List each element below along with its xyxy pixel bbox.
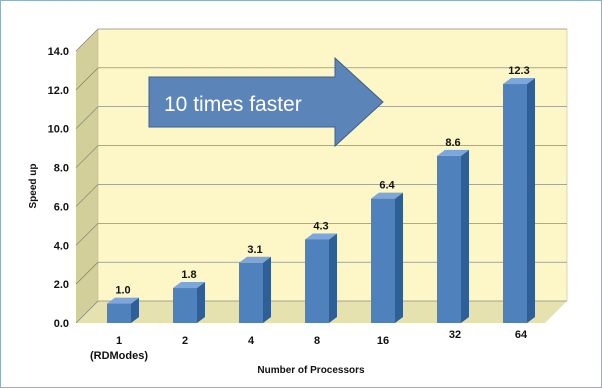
x-axis-title: Number of Processors (257, 365, 365, 376)
x-tick-sublabel: (RDModes) (90, 350, 148, 362)
data-label: 4.3 (313, 220, 328, 232)
bar (305, 233, 337, 323)
y-tick-label: 4.0 (54, 240, 69, 252)
data-label: 1.8 (181, 269, 196, 281)
x-tick-label: 2 (182, 335, 188, 347)
bar-front (305, 239, 329, 323)
bar-side (197, 282, 205, 323)
gridline-side (75, 223, 99, 246)
data-label: 12.3 (508, 65, 529, 77)
bar (239, 256, 271, 323)
y-tick-label: 0.0 (54, 318, 69, 330)
gridline-side (75, 184, 99, 207)
data-labels: 1.0 1.8 3.1 4.3 6.4 8.6 12.3 (115, 65, 529, 297)
right-arrow-icon (148, 56, 384, 148)
bar (503, 78, 535, 324)
gridline-side (75, 67, 99, 91)
data-label: 8.6 (445, 137, 460, 149)
gridline-side (75, 300, 99, 324)
x-tick-label: 64 (515, 329, 528, 341)
chart-side-wall (76, 29, 98, 323)
bar (107, 297, 139, 323)
bar-side (461, 149, 469, 323)
bar-top (239, 256, 271, 263)
bar-side (395, 192, 403, 323)
data-label: 1.0 (115, 285, 130, 297)
bar-side (263, 256, 271, 323)
y-tick-label: 8.0 (54, 163, 69, 175)
bar-front (107, 303, 131, 323)
bar-front (371, 198, 395, 323)
annotation-arrow: 10 times faster (148, 56, 384, 148)
y-tick-label: 14.0 (48, 46, 69, 58)
bar-front (503, 84, 527, 324)
y-tick-label: 6.0 (54, 201, 69, 213)
bar-side (527, 78, 535, 324)
y-tick-labels: 0.0 2.0 4.0 6.0 8.0 10.0 12.0 14.0 (48, 46, 69, 330)
bar-side (131, 297, 139, 323)
x-tick-label: 16 (377, 335, 389, 347)
bar-side (329, 233, 337, 323)
bar-top (503, 78, 535, 85)
bar (437, 149, 469, 323)
bar-front (437, 155, 461, 323)
data-label: 6.4 (379, 180, 395, 192)
x-tick-label: 1 (116, 335, 122, 347)
y-tick-label: 2.0 (54, 279, 69, 291)
gridline-side (75, 145, 99, 168)
x-tick-label: 8 (314, 335, 320, 347)
bar-top (371, 192, 403, 199)
gridline-side (75, 28, 99, 52)
bar (371, 192, 403, 323)
y-axis-title: Speed up (28, 163, 39, 208)
bar-top (173, 282, 205, 289)
x-tick-labels: 1 2 4 8 16 32 64 (RDModes) (90, 329, 528, 362)
x-tick-label: 32 (449, 329, 461, 341)
x-tick-label: 4 (248, 335, 255, 347)
data-label: 3.1 (247, 244, 262, 256)
y-tick-label: 10.0 (48, 124, 69, 136)
bar-front (239, 262, 263, 323)
gridline-side (75, 261, 99, 285)
bar (173, 282, 205, 323)
bar-top (437, 149, 469, 156)
bar-series (107, 78, 535, 324)
gridline-side (75, 106, 99, 129)
bar-top (107, 297, 139, 304)
bar-front (173, 288, 197, 323)
y-tick-label: 12.0 (48, 85, 69, 97)
annotation-text: 10 times faster (164, 93, 302, 116)
bar-top (305, 233, 337, 240)
